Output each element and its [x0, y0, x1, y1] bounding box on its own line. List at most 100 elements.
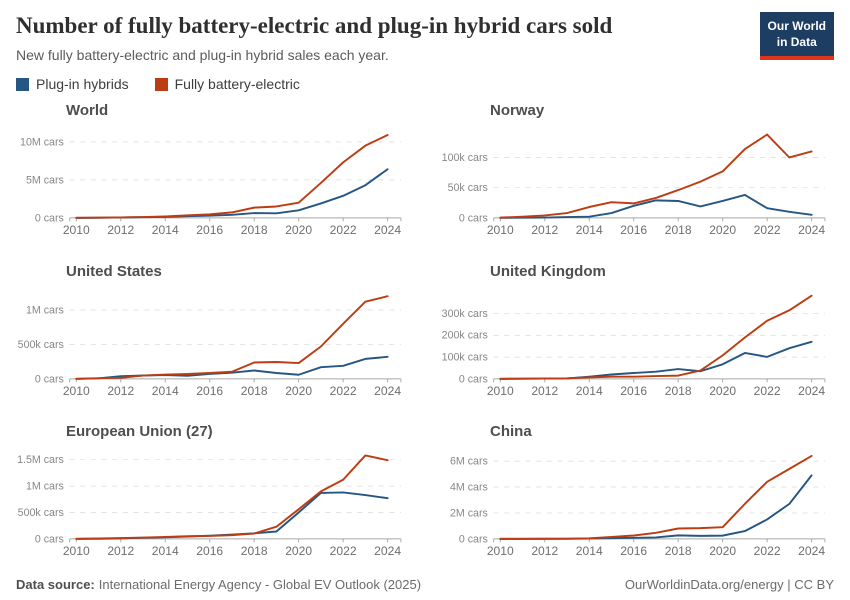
y-tick-label: 200k cars: [442, 329, 488, 341]
x-tick-label: 2022: [754, 223, 781, 237]
series-line-plug-in-hybrids[interactable]: [75, 355, 389, 380]
legend-swatch-blue-icon: [16, 77, 29, 91]
x-tick-label: 2020: [285, 223, 312, 237]
series-line-fully-battery-electric[interactable]: [75, 134, 389, 220]
x-tick-label: 2014: [576, 544, 603, 558]
data-source-value: International Energy Agency - Global EV …: [98, 577, 422, 592]
x-tick-label: 2024: [798, 383, 825, 397]
legend-item-plug-in-hybrids[interactable]: Plug-in hybrids: [16, 76, 129, 92]
series-line-plug-in-hybrids[interactable]: [499, 340, 813, 380]
legend-swatch-red-icon: [154, 77, 168, 91]
license-text: | CC BY: [783, 577, 834, 592]
x-tick-label: 2010: [63, 383, 90, 397]
x-tick-label: 2022: [754, 544, 781, 558]
line-chart-svg[interactable]: 0 cars 100k cars 200k cars 300k cars 2010 201…: [440, 282, 834, 406]
x-tick-label: 2016: [196, 544, 223, 558]
x-tick-label: 2024: [798, 223, 825, 237]
x-tick-label: 2018: [665, 544, 692, 558]
series-line-fully-battery-electric[interactable]: [75, 294, 389, 380]
owid-logo-line1: Our World: [767, 19, 826, 33]
x-tick-label: 2018: [665, 223, 692, 237]
x-tick-label: 2014: [152, 223, 179, 237]
owid-logo[interactable]: Our World in Data: [759, 12, 834, 61]
x-tick-label: 2014: [576, 383, 603, 397]
x-tick-label: 2018: [241, 544, 268, 558]
x-tick-label: 2010: [63, 544, 90, 558]
series-line-fully-battery-electric[interactable]: [499, 454, 813, 540]
chart-china[interactable]: 0 cars 2M cars 4M cars 6M cars 2010 2012 2014 2…: [440, 442, 834, 566]
line-chart-svg[interactable]: 0 cars 50k cars 100k cars 2010 2012 2014 2016 2…: [440, 121, 834, 245]
owid-url-link[interactable]: OurWorldinData.org/energy: [624, 577, 784, 592]
y-tick-label: 0 cars: [459, 533, 488, 545]
x-tick-label: 2020: [709, 544, 736, 558]
x-tick-label: 2012: [531, 223, 558, 237]
x-tick-label: 2024: [374, 383, 401, 397]
chart-world[interactable]: 0 cars 5M cars 10M cars 2010 2012 2014 2016 201…: [16, 121, 410, 245]
chart-footer: Data source: International Energy Agency …: [16, 577, 834, 592]
chart-cell-norway: Norway 0 cars 50k cars 100k cars 2010 2012 20…: [440, 94, 834, 254]
x-tick-label: 2010: [487, 383, 514, 397]
series-line-plug-in-hybrids[interactable]: [75, 491, 389, 540]
x-tick-label: 2014: [152, 383, 179, 397]
series-line-fully-battery-electric[interactable]: [75, 454, 389, 540]
x-tick-label: 2022: [330, 383, 357, 397]
y-tick-label: 300k cars: [442, 308, 488, 320]
series-line-plug-in-hybrids[interactable]: [499, 194, 813, 220]
chart-united-states[interactable]: 0 cars 500k cars 1M cars 2010 2012 2014 2016 20…: [16, 282, 410, 406]
data-source-label: Data source:: [16, 577, 95, 592]
series-line-fully-battery-electric[interactable]: [499, 133, 813, 219]
x-tick-label: 2016: [196, 383, 223, 397]
x-tick-label: 2016: [196, 223, 223, 237]
x-tick-label: 2012: [107, 544, 134, 558]
chart-cell-united-kingdom: United Kingdom 0 cars 100k cars 200k cars 3…: [440, 255, 834, 415]
y-tick-label: 0 cars: [459, 373, 488, 385]
x-tick-label: 2022: [330, 223, 357, 237]
chart-title-norway: Norway: [490, 102, 545, 120]
y-tick-label: 0 cars: [35, 213, 64, 225]
x-tick-label: 2018: [241, 223, 268, 237]
y-tick-label: 10M cars: [20, 137, 64, 149]
chart-european-union-27[interactable]: 0 cars 500k cars 1M cars 1.5M cars 2010 2012 2…: [16, 442, 410, 566]
chart-norway[interactable]: 0 cars 50k cars 100k cars 2010 2012 2014 2016 2…: [440, 121, 834, 245]
y-tick-label: 500k cars: [18, 338, 64, 350]
series-line-plug-in-hybrids[interactable]: [75, 168, 389, 220]
x-tick-label: 2020: [709, 223, 736, 237]
line-chart-svg[interactable]: 0 cars 500k cars 1M cars 2010 2012 2014 2016 20…: [16, 282, 410, 406]
legend-item-fully-battery-electric[interactable]: Fully battery-electric: [154, 76, 300, 92]
data-source: Data source: International Energy Agency …: [16, 577, 421, 592]
y-tick-label: 100k cars: [442, 152, 488, 164]
y-tick-label: 4M cars: [450, 481, 488, 493]
x-tick-label: 2012: [107, 223, 134, 237]
chart-title-world: World: [66, 102, 109, 120]
x-tick-label: 2022: [330, 544, 357, 558]
x-tick-label: 2010: [487, 544, 514, 558]
x-tick-label: 2010: [487, 223, 514, 237]
x-tick-label: 2020: [709, 383, 736, 397]
chart-united-kingdom[interactable]: 0 cars 100k cars 200k cars 300k cars 2010 201…: [440, 282, 834, 406]
x-tick-label: 2010: [63, 223, 90, 237]
line-chart-svg[interactable]: 0 cars 500k cars 1M cars 1.5M cars 2010 2012 2…: [16, 442, 410, 566]
line-chart-svg[interactable]: 0 cars 5M cars 10M cars 2010 2012 2014 2016 201…: [16, 121, 410, 245]
x-tick-label: 2024: [374, 544, 401, 558]
y-tick-label: 0 cars: [35, 373, 64, 385]
chart-subtitle: New fully battery-electric and plug-in h…: [16, 46, 389, 63]
x-tick-label: 2012: [107, 383, 134, 397]
chart-cell-world: World 0 cars 5M cars 10M cars 2010 2012 2014 2…: [16, 94, 410, 254]
chart-title-united-states: United States: [66, 262, 162, 280]
chart-header: Number of fully battery-electric and plu…: [16, 12, 834, 63]
y-tick-label: 1.5M cars: [17, 454, 64, 466]
y-tick-label: 1M cars: [26, 304, 64, 316]
series-line-fully-battery-electric[interactable]: [499, 294, 813, 380]
x-tick-label: 2016: [620, 223, 647, 237]
x-tick-label: 2024: [374, 223, 401, 237]
y-tick-label: 2M cars: [450, 507, 488, 519]
y-tick-label: 100k cars: [442, 351, 488, 363]
chart-title-european-union-27: European Union (27): [66, 422, 213, 440]
x-tick-label: 2014: [576, 223, 603, 237]
line-chart-svg[interactable]: 0 cars 2M cars 4M cars 6M cars 2010 2012 2014 2…: [440, 442, 834, 566]
x-tick-label: 2018: [665, 383, 692, 397]
y-tick-label: 6M cars: [450, 455, 488, 467]
y-tick-label: 5M cars: [26, 175, 64, 187]
footer-credit: OurWorldinData.org/energy | CC BY: [625, 577, 834, 592]
x-tick-label: 2014: [152, 544, 179, 558]
